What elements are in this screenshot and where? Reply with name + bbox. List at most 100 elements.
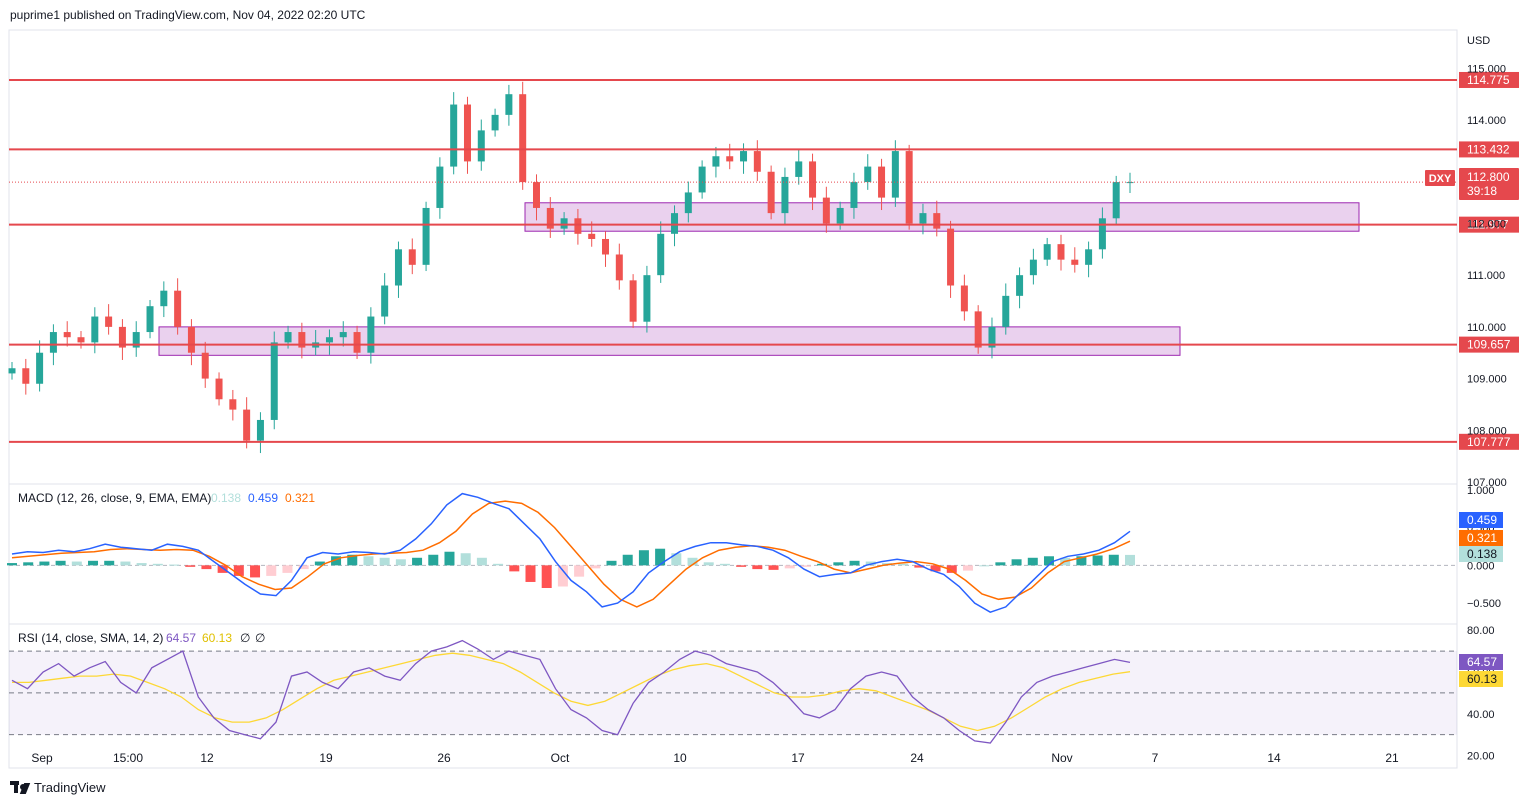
candle-body[interactable] xyxy=(753,151,761,172)
candle-body[interactable] xyxy=(933,213,941,229)
candle-body[interactable] xyxy=(36,352,44,384)
candle-body[interactable] xyxy=(588,233,596,239)
candle-body[interactable] xyxy=(477,130,485,162)
candle-body[interactable] xyxy=(132,332,140,348)
macd-pane[interactable] xyxy=(7,492,1457,614)
candle-body[interactable] xyxy=(712,156,720,167)
candle-body[interactable] xyxy=(408,249,416,265)
candle-body[interactable] xyxy=(339,332,347,338)
candle-body[interactable] xyxy=(1029,259,1037,276)
candle-body[interactable] xyxy=(905,151,913,224)
macd-histogram-bar xyxy=(120,561,131,566)
candle-body[interactable] xyxy=(298,332,306,348)
candle-body[interactable] xyxy=(270,342,278,420)
candle-body[interactable] xyxy=(878,166,886,198)
horizontal-levels[interactable]: 114.775 113.432 111.977 109.657 107.777 xyxy=(9,71,1519,450)
candle-body[interactable] xyxy=(77,337,85,343)
macd-histogram-bar xyxy=(655,548,666,566)
candle-body[interactable] xyxy=(1043,244,1051,260)
candle-body[interactable] xyxy=(491,114,499,131)
candle-body[interactable] xyxy=(574,218,582,234)
candle-body[interactable] xyxy=(187,326,195,353)
candle-body[interactable] xyxy=(229,399,237,410)
candle-body[interactable] xyxy=(615,254,623,281)
candle-body[interactable] xyxy=(1002,295,1010,327)
candle-body[interactable] xyxy=(1112,182,1120,219)
candle-body[interactable] xyxy=(657,233,665,276)
candle-body[interactable] xyxy=(394,249,402,286)
rsi-pane[interactable] xyxy=(9,639,1457,744)
candle-body[interactable] xyxy=(1057,244,1065,260)
signal-line[interactable] xyxy=(11,500,1131,608)
candle-body[interactable] xyxy=(671,213,679,234)
candle-body[interactable] xyxy=(850,182,858,208)
candle-body[interactable] xyxy=(1085,249,1093,265)
candle-body[interactable] xyxy=(919,213,927,224)
candle-body[interactable] xyxy=(325,337,333,343)
candle-body[interactable] xyxy=(256,419,264,441)
macd-histogram-bar xyxy=(800,565,811,567)
candle-body[interactable] xyxy=(643,275,651,322)
candle-body[interactable] xyxy=(174,290,182,327)
macd-histogram-bar xyxy=(622,554,633,566)
candle-body[interactable] xyxy=(767,171,775,214)
candle-body[interactable] xyxy=(988,326,996,348)
price-axis[interactable]: 115.000114.000113.000112.000111.000110.0… xyxy=(1467,63,1507,489)
candle-body[interactable] xyxy=(947,228,955,286)
candle-body[interactable] xyxy=(532,182,540,208)
candle-body[interactable] xyxy=(726,156,734,162)
candle-body[interactable] xyxy=(822,197,830,224)
candle-body[interactable] xyxy=(63,332,71,338)
symbol-label: DXY xyxy=(1429,173,1452,185)
candle-body[interactable] xyxy=(422,207,430,265)
support-resistance-zone[interactable] xyxy=(524,202,1360,232)
candle-body[interactable] xyxy=(381,285,389,317)
candle-body[interactable] xyxy=(450,104,458,167)
candle-body[interactable] xyxy=(8,368,16,374)
candle-body[interactable] xyxy=(809,161,817,198)
candle-body[interactable] xyxy=(243,409,251,441)
candle-body[interactable] xyxy=(836,207,844,224)
candle-body[interactable] xyxy=(367,316,375,353)
candle-body[interactable] xyxy=(795,161,803,177)
candle-body[interactable] xyxy=(1071,259,1079,265)
candle-body[interactable] xyxy=(1098,218,1106,250)
candle-body[interactable] xyxy=(146,306,154,333)
candle-body[interactable] xyxy=(560,218,568,229)
candle-body[interactable] xyxy=(49,332,57,353)
level-price-tag xyxy=(1459,141,1519,158)
candle-body[interactable] xyxy=(891,151,899,198)
candle-body[interactable] xyxy=(201,352,209,379)
candle-body[interactable] xyxy=(463,104,471,162)
support-resistance-zone[interactable] xyxy=(158,326,1181,356)
macd-line[interactable] xyxy=(11,492,1131,614)
candle-body[interactable] xyxy=(505,94,513,115)
candle-body[interactable] xyxy=(698,166,706,193)
candle-body[interactable] xyxy=(781,176,789,214)
rsi-line[interactable] xyxy=(11,639,1131,744)
candle-body[interactable] xyxy=(91,316,99,343)
candle-body[interactable] xyxy=(684,192,692,214)
candle-body[interactable] xyxy=(105,316,113,327)
candle-body[interactable] xyxy=(1126,182,1134,184)
candle-body[interactable] xyxy=(160,290,168,307)
candlestick-series[interactable] xyxy=(8,81,1458,454)
time-axis[interactable]: Sep 15:00 12 19 26 Oct 10 17 24 Nov 7 14 21 xyxy=(31,751,1399,765)
candle-body[interactable] xyxy=(546,207,554,229)
candle-body[interactable] xyxy=(974,311,982,348)
candle-body[interactable] xyxy=(22,368,30,384)
candle-body[interactable] xyxy=(215,378,223,400)
candle-body[interactable] xyxy=(519,94,527,183)
candle-body[interactable] xyxy=(864,166,872,183)
candle-body[interactable] xyxy=(436,166,444,208)
candle-body[interactable] xyxy=(740,151,748,162)
candle-body[interactable] xyxy=(602,238,610,255)
candle-body[interactable] xyxy=(960,285,968,312)
candle-body[interactable] xyxy=(629,280,637,322)
candle-body[interactable] xyxy=(118,326,126,348)
macd-histogram-bar xyxy=(1076,556,1087,566)
candle-body[interactable] xyxy=(1016,275,1024,296)
candle-body[interactable] xyxy=(353,332,361,353)
candle-body[interactable] xyxy=(284,332,292,343)
